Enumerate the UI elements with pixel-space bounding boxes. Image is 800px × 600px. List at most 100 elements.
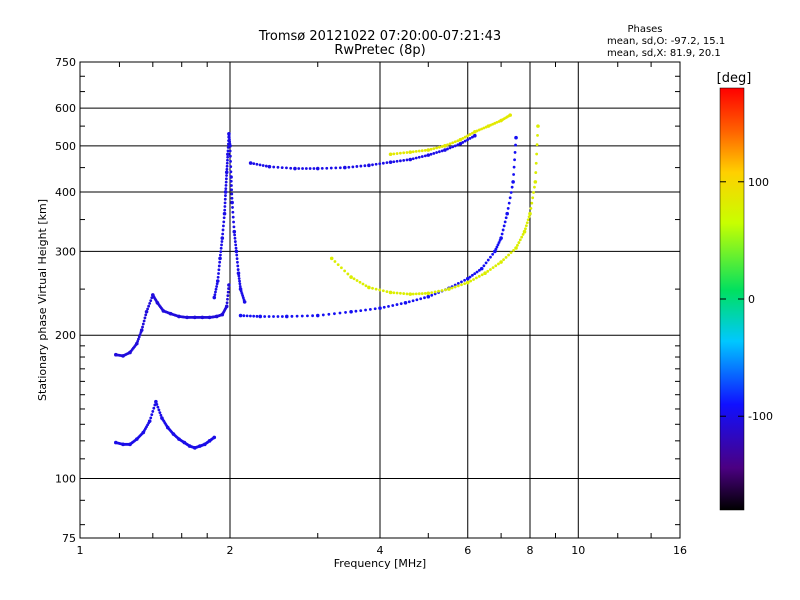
data-point — [224, 187, 228, 191]
data-point — [224, 170, 229, 175]
data-point — [399, 291, 402, 295]
data-point — [222, 224, 225, 228]
data-point — [224, 180, 228, 184]
data-point — [395, 159, 399, 163]
data-point — [233, 240, 237, 243]
colorbar-ticks: 100 0 -100 — [720, 176, 773, 423]
data-point — [429, 152, 433, 156]
x-tick-label: 2 — [227, 544, 234, 557]
data-point — [142, 319, 146, 323]
data-point — [526, 218, 530, 222]
data-point — [221, 228, 225, 232]
data-point — [212, 435, 217, 440]
data-point — [451, 145, 455, 149]
data-point — [226, 158, 229, 162]
data-point — [512, 248, 515, 252]
data-point — [468, 275, 472, 279]
data-point — [414, 150, 418, 153]
data-point — [359, 309, 363, 312]
data-point — [475, 270, 479, 274]
data-point — [432, 152, 436, 155]
data-point — [514, 246, 518, 250]
data-point — [228, 144, 232, 148]
data-point — [258, 163, 262, 167]
data-point — [420, 155, 424, 158]
data-point — [249, 314, 252, 318]
y-tick-label: 750 — [55, 56, 76, 69]
data-point — [395, 303, 399, 306]
data-point — [158, 411, 162, 414]
data-point — [378, 288, 382, 292]
data-point — [226, 290, 230, 294]
data-point — [451, 141, 455, 145]
data-point — [423, 154, 427, 158]
data-point — [152, 406, 156, 410]
data-point — [228, 140, 232, 144]
data-point — [232, 225, 236, 229]
data-point — [430, 293, 434, 297]
data-point — [215, 285, 219, 288]
data-point — [461, 136, 465, 140]
data-point — [385, 161, 389, 165]
data-point — [453, 144, 457, 148]
data-point — [229, 175, 233, 179]
data-point — [285, 166, 288, 170]
data-point — [276, 165, 280, 169]
data-point — [334, 166, 338, 170]
data-point — [150, 413, 154, 417]
data-point — [395, 291, 399, 295]
data-point — [267, 164, 272, 169]
data-point — [510, 185, 514, 189]
data-point — [233, 236, 237, 240]
data-point — [338, 166, 342, 170]
data-point — [214, 290, 217, 294]
data-point — [411, 150, 415, 154]
data-point — [385, 290, 389, 294]
data-point — [408, 157, 413, 162]
data-point — [154, 399, 158, 404]
data-point — [403, 300, 408, 305]
data-point — [147, 304, 151, 308]
data-point — [159, 413, 163, 417]
data-point — [225, 174, 228, 177]
data-point — [535, 143, 539, 147]
data-point — [221, 232, 225, 236]
x-tick-label: 8 — [527, 544, 534, 557]
data-point — [533, 180, 538, 184]
data-point — [528, 211, 532, 216]
data-point — [223, 208, 227, 212]
colorbar-tick-label: 0 — [748, 293, 755, 306]
data-point — [480, 273, 484, 277]
data-point — [240, 291, 244, 295]
data-point — [423, 296, 426, 300]
data-point — [293, 166, 297, 171]
data-point — [508, 113, 512, 117]
data-point — [255, 162, 259, 166]
data-point — [263, 315, 267, 318]
data-point — [417, 155, 421, 159]
data-point — [489, 255, 492, 259]
data-point — [511, 180, 515, 184]
data-point — [223, 205, 227, 208]
data-point — [295, 314, 299, 318]
data-point — [136, 340, 139, 343]
data-point — [473, 133, 477, 138]
data-point — [144, 313, 148, 317]
data-point — [411, 157, 415, 161]
data-point — [502, 224, 506, 228]
data-point — [504, 216, 508, 220]
y-tick-label: 500 — [55, 140, 76, 153]
data-point — [475, 276, 478, 280]
data-point — [347, 165, 351, 169]
data-point — [486, 258, 490, 262]
data-point — [280, 166, 284, 170]
data-point — [355, 165, 359, 168]
data-point — [486, 269, 490, 273]
data-point — [477, 274, 481, 278]
data-point — [226, 297, 229, 301]
data-point — [364, 284, 368, 288]
data-point — [402, 158, 406, 162]
data-point — [141, 322, 145, 326]
data-point — [219, 246, 223, 250]
colorbar-tick-label: 100 — [748, 176, 769, 189]
